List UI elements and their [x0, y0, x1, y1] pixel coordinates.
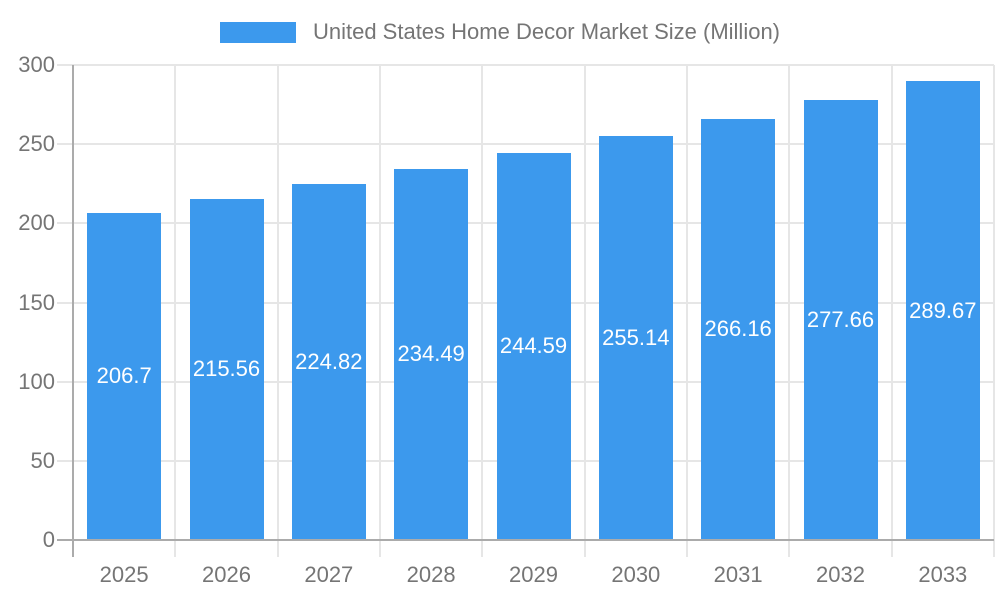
bar-2028[interactable]: [394, 168, 469, 540]
y-axis-tick-label: 300: [18, 52, 55, 77]
x-axis-tick-label: 2032: [816, 562, 865, 587]
legend-swatch: [219, 21, 296, 43]
y-axis-tick-label: 150: [18, 289, 55, 315]
y-axis-tick-label: 0: [42, 527, 55, 552]
x-axis-tick-label: 2030: [611, 562, 661, 587]
y-axis-tick-label: 100: [18, 368, 55, 394]
x-axis-tick-label: 2026: [202, 562, 251, 587]
bar-2029[interactable]: [496, 152, 571, 540]
bar-value-label: 234.49: [397, 341, 465, 367]
bar-2027[interactable]: [291, 184, 366, 540]
category-boundary-gridline: [788, 65, 791, 557]
bar-2033[interactable]: [905, 81, 980, 540]
y-gridline: [57, 143, 994, 146]
bar-2030[interactable]: [598, 136, 673, 540]
y-axis-line: [72, 65, 74, 557]
bar-value-label: 215.56: [192, 356, 261, 382]
bar-value-label: 244.59: [499, 333, 568, 359]
bar-2026[interactable]: [189, 198, 264, 540]
chart-legend[interactable]: United States Home Decor Market Size (Mi…: [0, 19, 1000, 45]
category-boundary-gridline: [993, 65, 995, 557]
y-gridline: [57, 64, 994, 66]
category-boundary-gridline: [583, 65, 586, 557]
legend-series-label: United States Home Decor Market Size (Mi…: [312, 19, 781, 44]
category-boundary-gridline: [890, 65, 893, 557]
bar-value-label: 289.67: [909, 297, 977, 323]
y-axis-tick-label: 200: [18, 210, 55, 236]
y-axis-tick-label: 250: [18, 131, 55, 157]
bar-value-label: 266.16: [704, 316, 772, 342]
bar-value-label: 224.82: [295, 349, 363, 375]
y-axis-tick-label: 50: [30, 447, 55, 473]
x-axis-tick-label: 2028: [406, 562, 456, 587]
category-boundary-gridline: [276, 65, 279, 557]
category-boundary-gridline: [174, 65, 177, 557]
bar-2025[interactable]: [87, 212, 162, 540]
category-boundary-gridline: [686, 65, 688, 557]
category-boundary-gridline: [481, 65, 484, 557]
x-axis-tick-label: 2027: [304, 562, 354, 587]
x-axis-tick-label: 2029: [509, 562, 558, 587]
x-axis-tick-label: 2031: [713, 562, 763, 587]
x-axis-tick-label: 2033: [918, 562, 968, 587]
bar-value-label: 255.14: [602, 325, 670, 350]
x-axis-baseline: [57, 539, 994, 541]
bar-value-label: 277.66: [806, 307, 875, 333]
category-boundary-gridline: [379, 65, 381, 557]
bar-2031[interactable]: [701, 118, 776, 540]
bar-2032[interactable]: [803, 100, 878, 540]
x-axis-tick-label: 2025: [99, 562, 149, 587]
bar-value-label: 206.7: [96, 363, 152, 389]
